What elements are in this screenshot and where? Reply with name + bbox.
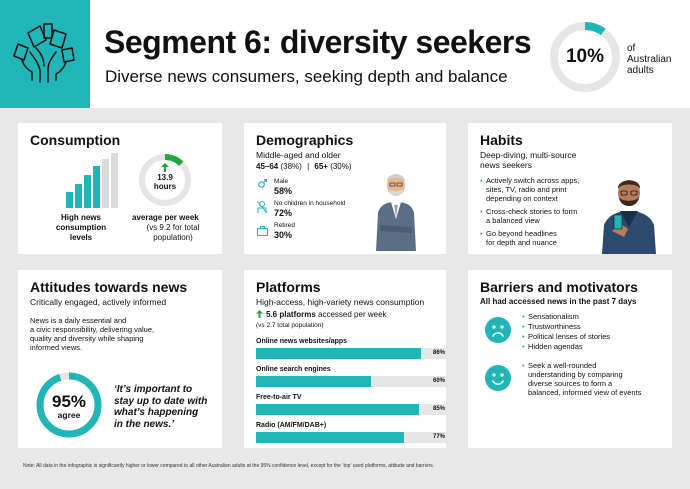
hours-value: 13.9 hours [153,173,177,191]
platform-bar-fill [256,348,422,359]
platform-count: 5.6 platforms accessed per week [266,310,387,319]
platforms-title: Platforms [256,279,321,295]
platform-bar: Radio (AM/FM/DAB+) 77% [256,422,448,443]
consumption-title: Consumption [30,132,121,148]
barrier-list: Sensationalism [522,312,579,321]
page-title: Segment 6: diversity seekers [104,24,532,60]
retired-stat: Retired 30% [274,222,295,240]
no-children-icon [257,201,267,213]
man-with-phone-illustration [602,180,656,254]
attitudes-subtitle: Critically engaged, actively informed [30,297,167,307]
habits-subtitle: Deep-diving, multi-source news seekers [480,150,577,170]
habits-title: Habits [480,132,523,148]
attitudes-card: Attitudes towards news Critically engage… [18,270,222,448]
attitudes-body: News is a daily essential and a civic res… [30,316,155,352]
habit-bullet: Actively switch across apps,sites, TV, r… [480,176,579,203]
platforms-card: Platforms High-access, high-variety news… [244,270,448,448]
platforms-subtitle: High-access, high-variety news consumpti… [256,297,425,307]
demographics-subtitle: Middle-aged and older [256,150,341,160]
page-subtitle: Diverse news consumers, seeking depth an… [105,67,508,86]
attitudes-title: Attitudes towards news [30,279,188,295]
consumption-bars-icon [66,153,118,208]
up-arrow-icon [256,310,263,318]
population-share-ring [550,22,620,92]
barriers-subtitle: All had accessed news in the past 7 days [480,297,637,306]
hours-per-week: average per week [132,213,199,222]
hours-ring [139,154,191,206]
consumption-card: Consumption High news consumption levels… [18,123,222,254]
header: Segment 6: diversity seekers Diverse new… [0,0,690,108]
barriers-card: Barriers and motivators All had accessed… [468,270,672,448]
agree-value: 95% [51,392,87,411]
platform-bar-fill [256,376,372,387]
segment-logo [0,0,90,108]
up-arrow-icon [161,163,169,172]
population-share-caption: of Australian adults [627,43,672,76]
population-share-value: 10% [565,46,605,67]
hours-compare: (vs 9.2 for total population) [146,223,200,242]
barrier-list: Trustworthiness [522,322,581,331]
male-icon [258,179,267,188]
demographics-title: Demographics [256,132,354,148]
hands-holding-papers-icon [13,23,75,83]
platform-bar-fill [256,404,420,415]
older-man-illustration [376,174,416,251]
briefcase-icon [257,226,268,236]
no-children-stat: No children in household 72% [274,200,346,218]
consumption-caption: High news consumption levels [55,213,107,242]
male-stat: Male 58% [274,178,293,196]
platform-bar: Free-to-air TV 85% [256,394,448,415]
sad-face-icon [485,317,511,343]
platform-bar-fill [256,432,404,443]
platform-compare: (vs 2.7 total population) [256,322,324,329]
age-groups: 45–64 (38%) | 65+ (30%) [256,162,352,171]
attitudes-quote: ‘It’s important to stay up to date with w… [114,384,208,430]
footnote: Note: All data in the infographic is sig… [23,463,435,469]
platform-bar: Online news websites/apps 86% [256,338,448,359]
agree-ring [36,372,102,438]
barrier-list: Hidden agendas [522,342,583,351]
happy-face-icon [485,365,511,391]
agree-label: agree [57,410,81,420]
demographics-card: Demographics Middle-aged and older 45–64… [244,123,446,254]
platform-bar: Online search engines 60% [256,366,448,387]
habits-card: Habits Deep-diving, multi-source news se… [468,123,672,254]
barriers-title: Barriers and motivators [480,279,638,295]
barrier-list: Political lenses of stories [522,332,610,341]
